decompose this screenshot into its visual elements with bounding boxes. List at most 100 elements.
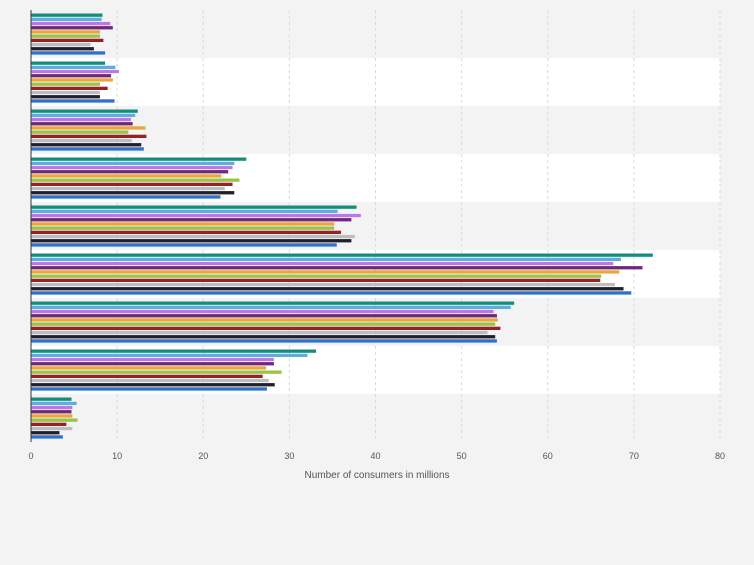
bar xyxy=(31,157,247,161)
bar xyxy=(31,266,643,270)
bar xyxy=(31,86,108,90)
x-axis-label: Number of consumers in millions xyxy=(304,470,449,481)
bar xyxy=(31,209,338,213)
bar xyxy=(31,257,621,261)
bar xyxy=(31,17,102,21)
bar xyxy=(31,182,233,186)
bar xyxy=(31,47,94,51)
bar xyxy=(31,78,113,82)
bar xyxy=(31,82,100,86)
bar xyxy=(31,426,73,431)
bar xyxy=(31,186,225,191)
bar xyxy=(31,383,275,387)
gridlines xyxy=(116,10,721,442)
bar xyxy=(31,243,337,247)
bar xyxy=(31,435,63,439)
bar xyxy=(31,230,342,234)
bar xyxy=(31,366,267,370)
x-tick-label: 20 xyxy=(198,451,208,461)
bar xyxy=(31,309,494,314)
bar xyxy=(31,42,91,47)
bar xyxy=(31,74,112,78)
bar xyxy=(31,357,274,362)
bar xyxy=(31,410,72,414)
bar xyxy=(31,178,240,182)
bar xyxy=(31,318,498,322)
bar xyxy=(31,414,73,418)
bar xyxy=(31,21,111,26)
bar xyxy=(31,165,233,170)
bar xyxy=(31,109,138,113)
bar xyxy=(31,130,129,134)
bar xyxy=(31,397,72,401)
bar xyxy=(31,326,501,330)
bar xyxy=(31,387,267,391)
bar xyxy=(31,291,632,295)
bar xyxy=(31,34,100,38)
bar xyxy=(31,305,511,309)
bar xyxy=(31,405,73,410)
bar xyxy=(31,261,614,266)
bar xyxy=(31,195,221,199)
bar xyxy=(31,147,144,151)
bar xyxy=(31,122,133,126)
bars xyxy=(31,13,653,439)
x-tick-label: 40 xyxy=(370,451,380,461)
x-tick-label: 50 xyxy=(457,451,467,461)
bar xyxy=(31,161,235,165)
bar xyxy=(31,301,515,305)
x-tick-label: 80 xyxy=(715,451,725,461)
bar xyxy=(31,431,60,435)
x-tick-label: 0 xyxy=(28,451,33,461)
bar xyxy=(31,314,497,318)
bar xyxy=(31,65,116,69)
bar xyxy=(31,99,115,103)
bar xyxy=(31,378,269,383)
bar xyxy=(31,270,620,274)
x-tick-label: 10 xyxy=(112,451,122,461)
bar xyxy=(31,401,77,405)
bar xyxy=(31,353,308,357)
x-tick-label: 70 xyxy=(629,451,639,461)
bar xyxy=(31,239,352,243)
bar xyxy=(31,170,229,174)
bar xyxy=(31,335,496,339)
x-tick-label: 60 xyxy=(543,451,553,461)
bar xyxy=(31,218,352,222)
bar xyxy=(31,113,136,117)
bar xyxy=(31,362,274,366)
bar xyxy=(31,349,317,353)
bar xyxy=(31,274,602,278)
bar xyxy=(31,38,104,42)
bar xyxy=(31,13,103,17)
bar xyxy=(31,330,488,335)
bar xyxy=(31,278,601,282)
bar xyxy=(31,213,361,218)
x-tick-label: 30 xyxy=(284,451,294,461)
bar xyxy=(31,134,147,138)
bar xyxy=(31,26,113,30)
bar xyxy=(31,418,78,422)
bar xyxy=(31,322,496,326)
bar xyxy=(31,90,100,95)
bar xyxy=(31,126,146,130)
bar xyxy=(31,191,235,195)
bar xyxy=(31,226,335,230)
bar xyxy=(31,174,222,178)
bar xyxy=(31,374,263,378)
bar xyxy=(31,30,100,34)
bar xyxy=(31,287,624,291)
bar xyxy=(31,69,119,74)
bar xyxy=(31,117,131,122)
bar xyxy=(31,339,497,343)
bar xyxy=(31,143,142,147)
bar xyxy=(31,138,132,143)
bar xyxy=(31,222,335,226)
bar xyxy=(31,205,357,209)
x-tick-labels: 0 10 20 30 40 50 60 70 80 xyxy=(28,451,725,461)
bar xyxy=(31,95,100,99)
bar xyxy=(31,282,615,287)
bar xyxy=(31,51,106,55)
